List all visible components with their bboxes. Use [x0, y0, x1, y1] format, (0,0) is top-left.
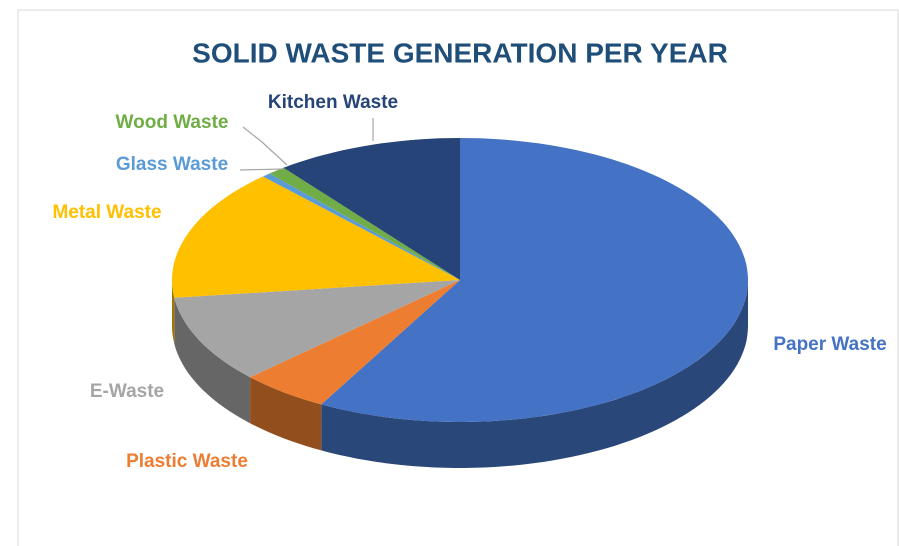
slice-label: Kitchen Waste — [268, 92, 398, 113]
slice-side — [174, 297, 251, 424]
slice — [262, 173, 460, 280]
slice — [321, 138, 748, 422]
slice — [283, 138, 460, 280]
slice-label: Wood Waste — [116, 112, 229, 133]
slice — [174, 280, 461, 378]
slice — [172, 176, 460, 298]
slice-label: E-Waste — [90, 381, 164, 402]
slice — [269, 167, 460, 280]
slice-side — [172, 280, 175, 344]
leader-line — [239, 168, 284, 171]
slice-label: Metal Waste — [52, 202, 161, 223]
chart-title: SOLID WASTE GENERATION PER YEAR — [192, 37, 728, 68]
leader-line — [242, 126, 288, 166]
slice-label: Glass Waste — [116, 154, 228, 175]
slice — [250, 280, 460, 405]
slice-side — [250, 377, 322, 451]
pie — [172, 138, 748, 468]
slice-label: Paper Waste — [773, 334, 886, 355]
slice-side — [321, 280, 748, 468]
slice-label: Plastic Waste — [126, 451, 248, 472]
